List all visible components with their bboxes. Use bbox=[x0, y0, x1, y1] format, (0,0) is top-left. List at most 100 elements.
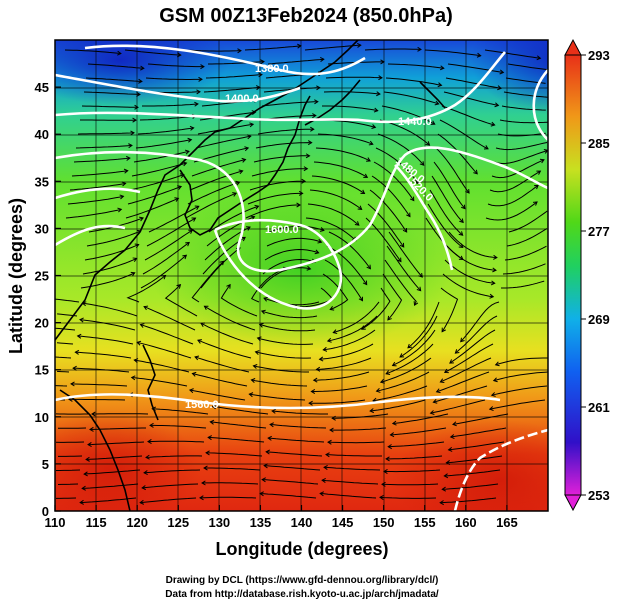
colorbar-tick-label: 285 bbox=[588, 136, 610, 151]
streamline-arrowhead bbox=[188, 229, 194, 234]
y-tick-label: 20 bbox=[35, 316, 49, 331]
y-axis-ticks: 0 5 10 15 20 25 30 35 40 45 bbox=[35, 80, 61, 519]
streamline bbox=[317, 133, 373, 145]
streamline bbox=[208, 61, 264, 65]
streamline bbox=[205, 74, 262, 79]
streamline bbox=[305, 217, 357, 241]
streamline-arrowhead bbox=[149, 422, 154, 428]
contour-1480 bbox=[55, 146, 548, 273]
streamline bbox=[333, 301, 380, 334]
streamline-arrowhead bbox=[325, 452, 330, 458]
streamline-arrowhead bbox=[136, 340, 142, 346]
streamline bbox=[364, 48, 422, 51]
streamline bbox=[144, 229, 193, 261]
streamline-arrowhead bbox=[141, 485, 146, 491]
streamline-arrowhead bbox=[310, 388, 316, 394]
streamline bbox=[255, 142, 312, 149]
streamline bbox=[365, 217, 402, 262]
streamline-arrowhead bbox=[254, 204, 260, 210]
streamline bbox=[307, 203, 360, 226]
streamline-arrowhead bbox=[314, 249, 320, 255]
streamline bbox=[142, 483, 199, 489]
streamline bbox=[75, 144, 132, 149]
streamline-arrowhead bbox=[363, 173, 369, 178]
streamline-arrowhead bbox=[454, 349, 460, 354]
streamline-arrowhead bbox=[497, 85, 502, 91]
streamline bbox=[504, 245, 547, 261]
streamline-arrowhead bbox=[493, 254, 498, 260]
streamline bbox=[131, 377, 188, 387]
y-tick-label: 40 bbox=[35, 127, 49, 142]
streamline bbox=[493, 149, 548, 165]
streamline bbox=[199, 111, 256, 121]
plot-area: 1380.0 1400.0 1440.0 1480.0 1520.0 1600.… bbox=[55, 40, 548, 511]
streamline-arrowhead bbox=[244, 146, 250, 152]
streamline bbox=[262, 258, 316, 275]
streamline bbox=[327, 315, 378, 342]
y-tick-label: 10 bbox=[35, 410, 49, 425]
streamline bbox=[507, 63, 548, 71]
streamline bbox=[323, 91, 380, 95]
streamline bbox=[129, 174, 184, 191]
streamline-arrowhead bbox=[200, 322, 206, 327]
streamline-arrowhead bbox=[260, 59, 265, 65]
streamline bbox=[197, 123, 254, 135]
streamline bbox=[85, 77, 142, 82]
streamline-arrowhead bbox=[417, 46, 422, 52]
colorbar-ticks: 293 285 277 269 261 253 bbox=[581, 48, 610, 503]
streamline-arrowhead bbox=[439, 65, 445, 71]
streamline-arrowhead bbox=[375, 388, 381, 393]
streamline bbox=[429, 189, 464, 236]
streamline bbox=[86, 230, 141, 247]
streamline bbox=[84, 244, 139, 261]
x-tick-label: 125 bbox=[167, 515, 189, 530]
streamline-arrowhead bbox=[458, 231, 464, 236]
x-tick-label: 165 bbox=[496, 515, 518, 530]
streamline bbox=[430, 399, 486, 414]
streamline-arrowhead bbox=[379, 495, 384, 501]
streamline bbox=[501, 280, 545, 289]
streamline-arrowhead bbox=[317, 238, 323, 244]
streamline-arrowhead bbox=[200, 64, 205, 70]
streamline bbox=[326, 245, 368, 285]
streamline-arrowhead bbox=[327, 439, 332, 445]
streamline bbox=[313, 371, 370, 381]
streamline-arrowhead bbox=[489, 293, 495, 299]
contour-label-1560: 1560.0 bbox=[185, 399, 219, 411]
streamline-arrowhead bbox=[132, 257, 138, 262]
streamline bbox=[255, 351, 312, 359]
cold-region-northwest bbox=[55, 40, 230, 105]
streamline bbox=[189, 389, 246, 401]
streamline-arrowhead bbox=[312, 113, 317, 119]
streamline-arrowhead bbox=[139, 499, 145, 505]
streamline-arrowhead bbox=[176, 284, 182, 289]
streamline-arrowhead bbox=[241, 157, 247, 163]
streamline bbox=[268, 437, 325, 443]
streamline bbox=[82, 302, 138, 317]
streamline bbox=[259, 323, 316, 332]
streamline bbox=[142, 242, 190, 275]
streamline-arrowhead bbox=[161, 274, 167, 280]
streamline-arrowhead bbox=[303, 166, 309, 172]
streamline bbox=[322, 273, 349, 310]
streamline-arrowhead bbox=[128, 143, 133, 149]
streamline bbox=[323, 329, 376, 351]
streamline-arrowhead bbox=[406, 212, 411, 218]
streamline bbox=[373, 161, 415, 201]
streamline bbox=[126, 275, 166, 303]
streamline-arrowhead bbox=[536, 170, 542, 175]
streamline bbox=[506, 228, 548, 247]
streamline-arrowhead bbox=[245, 226, 251, 231]
streamline bbox=[293, 287, 334, 308]
streamline bbox=[452, 413, 509, 425]
streamline bbox=[67, 195, 124, 205]
streamline-arrowhead bbox=[134, 104, 139, 110]
streamline-arrowhead bbox=[249, 122, 255, 128]
streamline-arrowhead bbox=[329, 427, 334, 433]
streamline-arrowhead bbox=[425, 141, 431, 146]
streamline bbox=[442, 273, 494, 298]
streamline bbox=[69, 182, 126, 191]
streamline bbox=[444, 343, 494, 373]
x-tick-label: 145 bbox=[332, 515, 354, 530]
streamline bbox=[311, 175, 365, 194]
